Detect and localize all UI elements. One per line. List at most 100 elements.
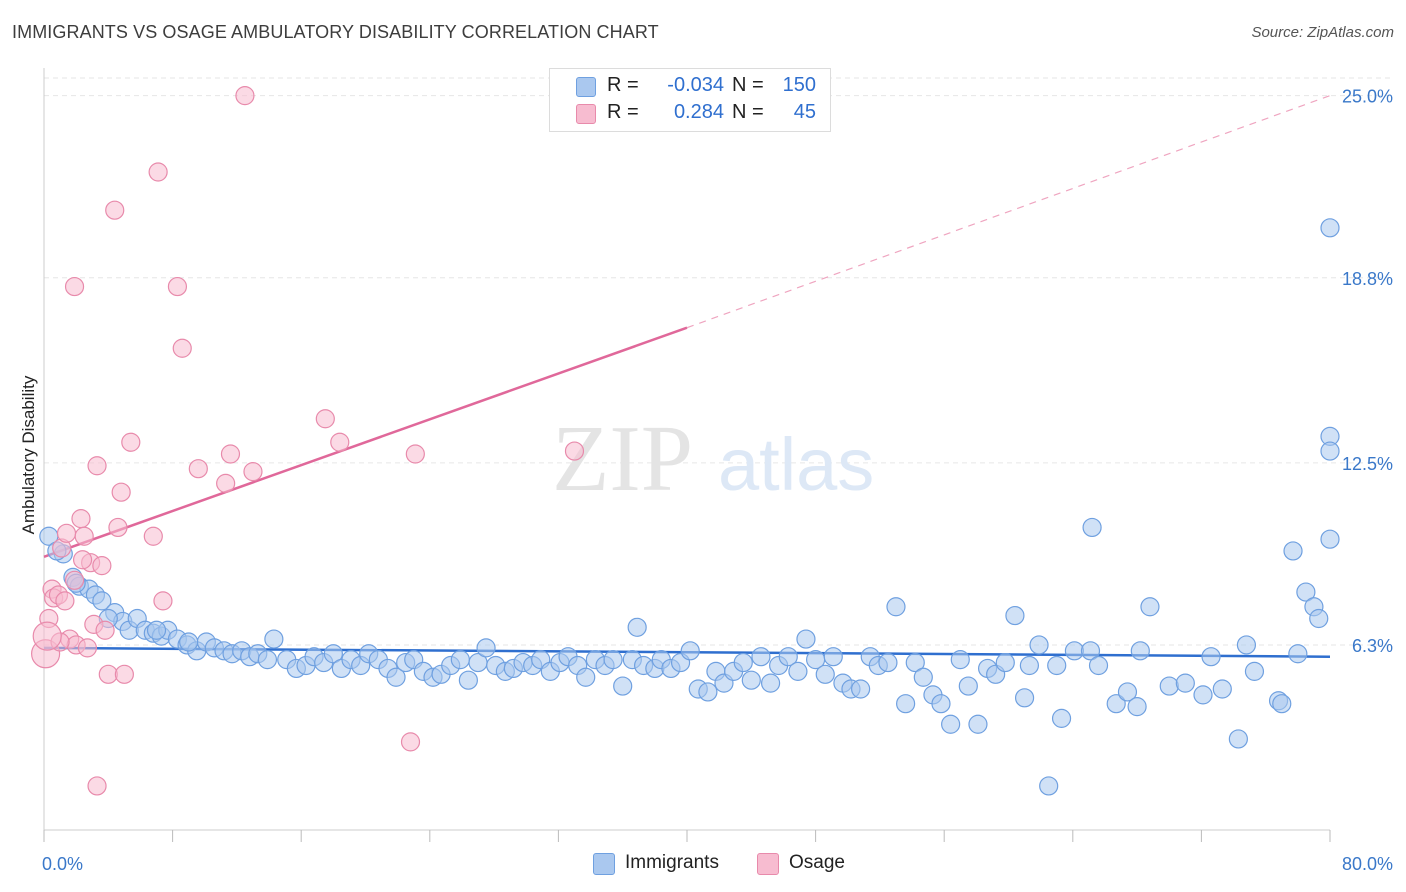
immigrants-point — [878, 652, 898, 673]
x-tick-label: 0.0% — [42, 854, 83, 874]
osage-point — [64, 276, 85, 297]
immigrants-point — [815, 664, 835, 684]
immigrants-point — [179, 632, 199, 652]
immigrants-point — [92, 591, 112, 611]
osage-point — [405, 444, 425, 464]
osage-point — [95, 620, 115, 640]
immigrants-point — [1193, 685, 1213, 705]
osage-point — [330, 432, 350, 452]
immigrants-point — [386, 667, 406, 687]
immigrants-point — [968, 714, 988, 734]
immigrants-point — [1296, 582, 1316, 602]
osage-point — [71, 509, 91, 529]
immigrants-point — [896, 694, 916, 714]
immigrants-point — [1029, 635, 1049, 655]
watermark: ZIP atlas — [552, 407, 874, 511]
immigrants-point — [1283, 541, 1303, 561]
immigrants-point — [1236, 635, 1257, 655]
x-tick-label: 80.0% — [1342, 854, 1393, 874]
immigrants-point — [257, 650, 278, 670]
legend-swatch-osage — [576, 104, 596, 124]
legend-n-label: N = — [732, 101, 764, 123]
immigrants-point — [958, 676, 978, 696]
chart-source: Source: ZipAtlas.com — [1251, 24, 1394, 41]
immigrants-point — [1127, 697, 1147, 717]
immigrants-point — [1140, 597, 1160, 617]
legend-r-label: R = — [607, 101, 639, 123]
osage-point — [74, 526, 94, 546]
immigrants-point — [741, 670, 761, 690]
osage-point — [188, 459, 208, 479]
immigrants-point — [1117, 682, 1138, 702]
immigrants-point — [851, 679, 871, 699]
axes — [43, 68, 1331, 842]
immigrants-point — [146, 620, 167, 640]
immigrants-point — [264, 629, 284, 649]
immigrants-point — [576, 667, 596, 687]
immigrants-point — [1309, 608, 1329, 629]
osage-point — [72, 550, 93, 570]
y-tick-label: 12.5% — [1342, 454, 1393, 474]
legend-n-value: 150 — [782, 74, 816, 96]
immigrants-point — [941, 714, 961, 734]
immigrants-point — [1106, 694, 1126, 714]
osage-point — [220, 444, 241, 464]
immigrants-point — [1320, 529, 1340, 549]
immigrants-point — [788, 661, 808, 681]
data-points — [31, 86, 1340, 796]
osage-point — [143, 526, 163, 546]
immigrants-point — [823, 647, 843, 667]
immigrants-point — [905, 652, 925, 673]
osage-point — [243, 462, 263, 482]
osage-point — [55, 591, 75, 611]
immigrants-point — [680, 641, 700, 661]
legend-swatch-immigrants — [576, 77, 596, 97]
immigrants-point — [627, 617, 647, 637]
tick-labels: 6.3% 12.5% 18.8% 25.0% 0.0% 80.0% — [42, 87, 1393, 874]
osage-point — [400, 732, 421, 752]
grid-lines — [44, 77, 1392, 646]
osage-point — [111, 482, 131, 502]
bottom-legend-swatch-immigrants — [593, 853, 615, 875]
immigrants-point — [1064, 641, 1085, 661]
osage-point — [153, 591, 173, 611]
immigrants-point — [913, 667, 933, 687]
immigrants-point — [931, 694, 951, 714]
immigrants-point — [603, 650, 623, 670]
immigrants-point — [1272, 694, 1292, 714]
trend-lines — [43, 95, 1331, 658]
immigrants-point — [1320, 441, 1340, 461]
osage-point — [92, 556, 112, 576]
y-tick-label: 6.3% — [1352, 636, 1393, 656]
osage-point — [98, 664, 118, 684]
osage-point — [121, 432, 141, 452]
immigrants-point — [1080, 641, 1101, 661]
legend-n-value: 45 — [793, 101, 816, 123]
osage-trend-line — [43, 326, 688, 558]
osage-point — [148, 162, 168, 182]
immigrants-point — [1244, 661, 1265, 681]
osage-point — [56, 523, 77, 543]
osage-point — [105, 200, 125, 220]
immigrants-point — [733, 652, 753, 673]
immigrants-point — [323, 644, 343, 664]
y-axis-label: Ambulatory Disability — [19, 375, 38, 534]
immigrants-point — [760, 673, 781, 693]
osage-point — [315, 409, 335, 429]
immigrants-point — [1212, 679, 1232, 699]
legend-r-value: -0.034 — [667, 74, 724, 96]
y-tick-label: 25.0% — [1342, 87, 1393, 107]
chart-title: IMMIGRANTS VS OSAGE AMBULATORY DISABILIT… — [12, 22, 659, 42]
immigrants-point — [613, 676, 633, 696]
osage-point — [108, 517, 128, 538]
immigrants-point — [698, 682, 718, 702]
immigrants-point — [450, 650, 470, 670]
y-tick-label: 18.8% — [1342, 269, 1393, 289]
immigrants-point — [476, 638, 496, 658]
immigrants-point — [796, 629, 816, 649]
immigrants-point — [886, 597, 906, 617]
osage-point — [564, 441, 585, 461]
immigrants-point — [1014, 688, 1035, 708]
immigrants-point — [1047, 655, 1067, 676]
